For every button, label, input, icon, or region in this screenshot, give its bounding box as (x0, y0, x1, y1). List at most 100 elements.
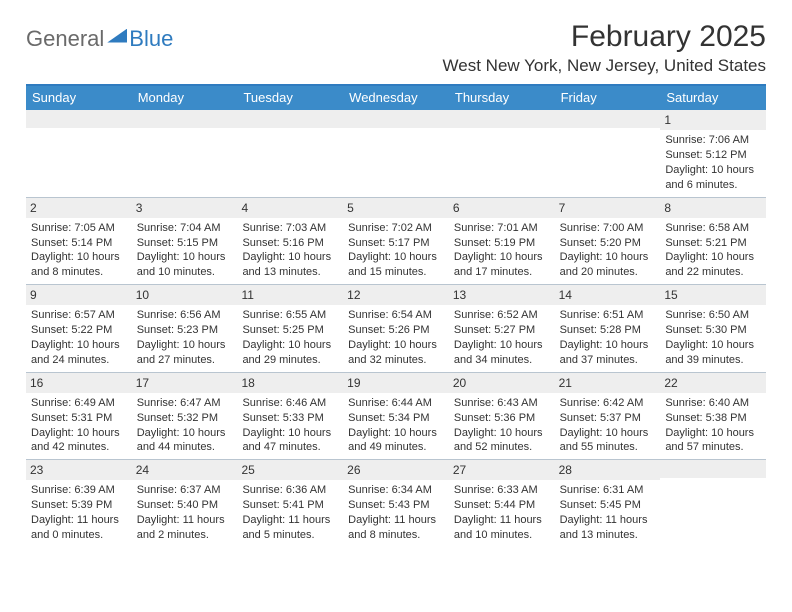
day-cell (237, 110, 343, 197)
day-number: 21 (555, 373, 661, 393)
day-detail-line: Sunset: 5:34 PM (348, 411, 444, 426)
day-detail-line: Sunrise: 7:02 AM (348, 221, 444, 236)
logo-triangle-icon (107, 29, 127, 43)
day-detail-line: Daylight: 10 hours and 20 minutes. (560, 250, 656, 280)
day-cell: 3Sunrise: 7:04 AMSunset: 5:15 PMDaylight… (132, 198, 238, 285)
day-detail-line: Sunset: 5:43 PM (348, 498, 444, 513)
day-cell: 2Sunrise: 7:05 AMSunset: 5:14 PMDaylight… (26, 198, 132, 285)
day-number: 5 (343, 198, 449, 218)
day-detail-line: Daylight: 10 hours and 34 minutes. (454, 338, 550, 368)
day-cell: 1Sunrise: 7:06 AMSunset: 5:12 PMDaylight… (660, 110, 766, 197)
day-detail-line: Sunset: 5:26 PM (348, 323, 444, 338)
day-detail-line: Daylight: 10 hours and 57 minutes. (665, 426, 761, 456)
day-details: Sunrise: 6:36 AMSunset: 5:41 PMDaylight:… (240, 483, 340, 542)
day-cell: 24 Sunrise: 6:37 AMSunset: 5:40 PMDayligh… (132, 460, 238, 547)
day-detail-line: Sunset: 5:12 PM (665, 148, 761, 163)
day-details: Sunrise: 6:50 AMSunset: 5:30 PMDaylight:… (663, 308, 763, 367)
day-details: Sunrise: 7:01 AMSunset: 5:19 PMDaylight:… (452, 221, 552, 280)
day-detail-line: Sunrise: 6:49 AM (31, 396, 127, 411)
day-number: 12 (343, 285, 449, 305)
month-title: February 2025 (443, 20, 766, 54)
day-cell: 21Sunrise: 6:42 AMSunset: 5:37 PMDayligh… (555, 373, 661, 460)
day-detail-line: Daylight: 10 hours and 47 minutes. (242, 426, 338, 456)
day-number: 15 (660, 285, 766, 305)
day-detail-line: Daylight: 10 hours and 39 minutes. (665, 338, 761, 368)
day-detail-line: Daylight: 10 hours and 44 minutes. (137, 426, 233, 456)
day-detail-line: Sunset: 5:22 PM (31, 323, 127, 338)
day-details: Sunrise: 6:37 AMSunset: 5:40 PMDaylight:… (135, 483, 235, 542)
day-detail-line: Sunrise: 6:50 AM (665, 308, 761, 323)
day-number: 28 (555, 460, 661, 480)
day-cell (343, 110, 449, 197)
logo-word-1: General (26, 26, 104, 52)
day-cell: 6 Sunrise: 7:01 AMSunset: 5:19 PMDaylight… (449, 198, 555, 285)
day-detail-line: Sunrise: 6:46 AM (242, 396, 338, 411)
day-detail-line: Sunrise: 6:34 AM (348, 483, 444, 498)
day-cell: 10Sunrise: 6:56 AMSunset: 5:23 PMDayligh… (132, 285, 238, 372)
logo-word-2: Blue (129, 26, 173, 52)
day-number (555, 110, 661, 128)
day-detail-line: Sunset: 5:20 PM (560, 236, 656, 251)
day-number: 24 (132, 460, 238, 480)
day-cell: 18Sunrise: 6:46 AMSunset: 5:33 PMDayligh… (237, 373, 343, 460)
day-detail-line: Daylight: 10 hours and 49 minutes. (348, 426, 444, 456)
day-cell: 7Sunrise: 7:00 AMSunset: 5:20 PMDaylight… (555, 198, 661, 285)
location-label: West New York, New Jersey, United States (443, 56, 766, 76)
day-detail-line: Sunset: 5:39 PM (31, 498, 127, 513)
day-detail-line: Sunrise: 6:57 AM (31, 308, 127, 323)
day-detail-line: Daylight: 11 hours and 0 minutes. (31, 513, 127, 543)
day-number: 19 (343, 373, 449, 393)
day-details: Sunrise: 7:05 AMSunset: 5:14 PMDaylight:… (29, 221, 129, 280)
day-detail-line: Daylight: 11 hours and 2 minutes. (137, 513, 233, 543)
day-number: 1 (660, 110, 766, 130)
day-detail-line: Sunset: 5:27 PM (454, 323, 550, 338)
day-number (449, 110, 555, 128)
day-number: 6 (449, 198, 555, 218)
day-number: 23 (26, 460, 132, 480)
day-detail-line: Sunrise: 7:01 AM (454, 221, 550, 236)
weekday-header: Tuesday (237, 86, 343, 110)
day-number: 7 (555, 198, 661, 218)
day-cell: 17Sunrise: 6:47 AMSunset: 5:32 PMDayligh… (132, 373, 238, 460)
day-detail-line: Sunrise: 6:37 AM (137, 483, 233, 498)
day-number (660, 460, 766, 478)
day-cell: 15 Sunrise: 6:50 AMSunset: 5:30 PMDayligh… (660, 285, 766, 372)
day-number: 18 (237, 373, 343, 393)
day-number: 16 (26, 373, 132, 393)
day-detail-line: Sunset: 5:36 PM (454, 411, 550, 426)
day-cell: 27Sunrise: 6:33 AMSunset: 5:44 PMDayligh… (449, 460, 555, 547)
day-details: Sunrise: 6:52 AMSunset: 5:27 PMDaylight:… (452, 308, 552, 367)
day-detail-line: Sunrise: 6:55 AM (242, 308, 338, 323)
weekday-header: Saturday (660, 86, 766, 110)
day-details: Sunrise: 6:49 AMSunset: 5:31 PMDaylight:… (29, 396, 129, 455)
day-detail-line: Sunset: 5:31 PM (31, 411, 127, 426)
day-details: Sunrise: 6:43 AMSunset: 5:36 PMDaylight:… (452, 396, 552, 455)
day-details: Sunrise: 7:02 AMSunset: 5:17 PMDaylight:… (346, 221, 446, 280)
day-detail-line: Daylight: 11 hours and 8 minutes. (348, 513, 444, 543)
day-detail-line: Daylight: 10 hours and 29 minutes. (242, 338, 338, 368)
day-detail-line: Sunset: 5:17 PM (348, 236, 444, 251)
weekday-header: Thursday (449, 86, 555, 110)
day-cell: 13 Sunrise: 6:52 AMSunset: 5:27 PMDayligh… (449, 285, 555, 372)
day-number: 11 (237, 285, 343, 305)
weekday-header-row: Sunday Monday Tuesday Wednesday Thursday… (26, 86, 766, 110)
day-details: Sunrise: 7:04 AMSunset: 5:15 PMDaylight:… (135, 221, 235, 280)
weekday-header: Friday (555, 86, 661, 110)
day-details: Sunrise: 6:58 AMSunset: 5:21 PMDaylight:… (663, 221, 763, 280)
day-detail-line: Daylight: 11 hours and 10 minutes. (454, 513, 550, 543)
day-detail-line: Sunrise: 6:56 AM (137, 308, 233, 323)
week-row: 9 Sunrise: 6:57 AMSunset: 5:22 PM Daylight… (26, 285, 766, 372)
day-number: 9 (26, 285, 132, 305)
day-cell: 8Sunrise: 6:58 AMSunset: 5:21 PMDaylight… (660, 198, 766, 285)
day-cell: 28Sunrise: 6:31 AMSunset: 5:45 PMDayligh… (555, 460, 661, 547)
day-cell: 5 Sunrise: 7:02 AMSunset: 5:17 PMDaylight… (343, 198, 449, 285)
day-detail-line: Sunrise: 7:05 AM (31, 221, 127, 236)
day-cell: 19 Sunrise: 6:44 AMSunset: 5:34 PMDayligh… (343, 373, 449, 460)
day-details: Sunrise: 6:54 AMSunset: 5:26 PMDaylight:… (346, 308, 446, 367)
weekday-header: Wednesday (343, 86, 449, 110)
day-number: 27 (449, 460, 555, 480)
day-detail-line: Sunset: 5:21 PM (665, 236, 761, 251)
day-detail-line: Sunrise: 6:44 AM (348, 396, 444, 411)
day-detail-line: Sunset: 5:16 PM (242, 236, 338, 251)
day-number: 13 (449, 285, 555, 305)
